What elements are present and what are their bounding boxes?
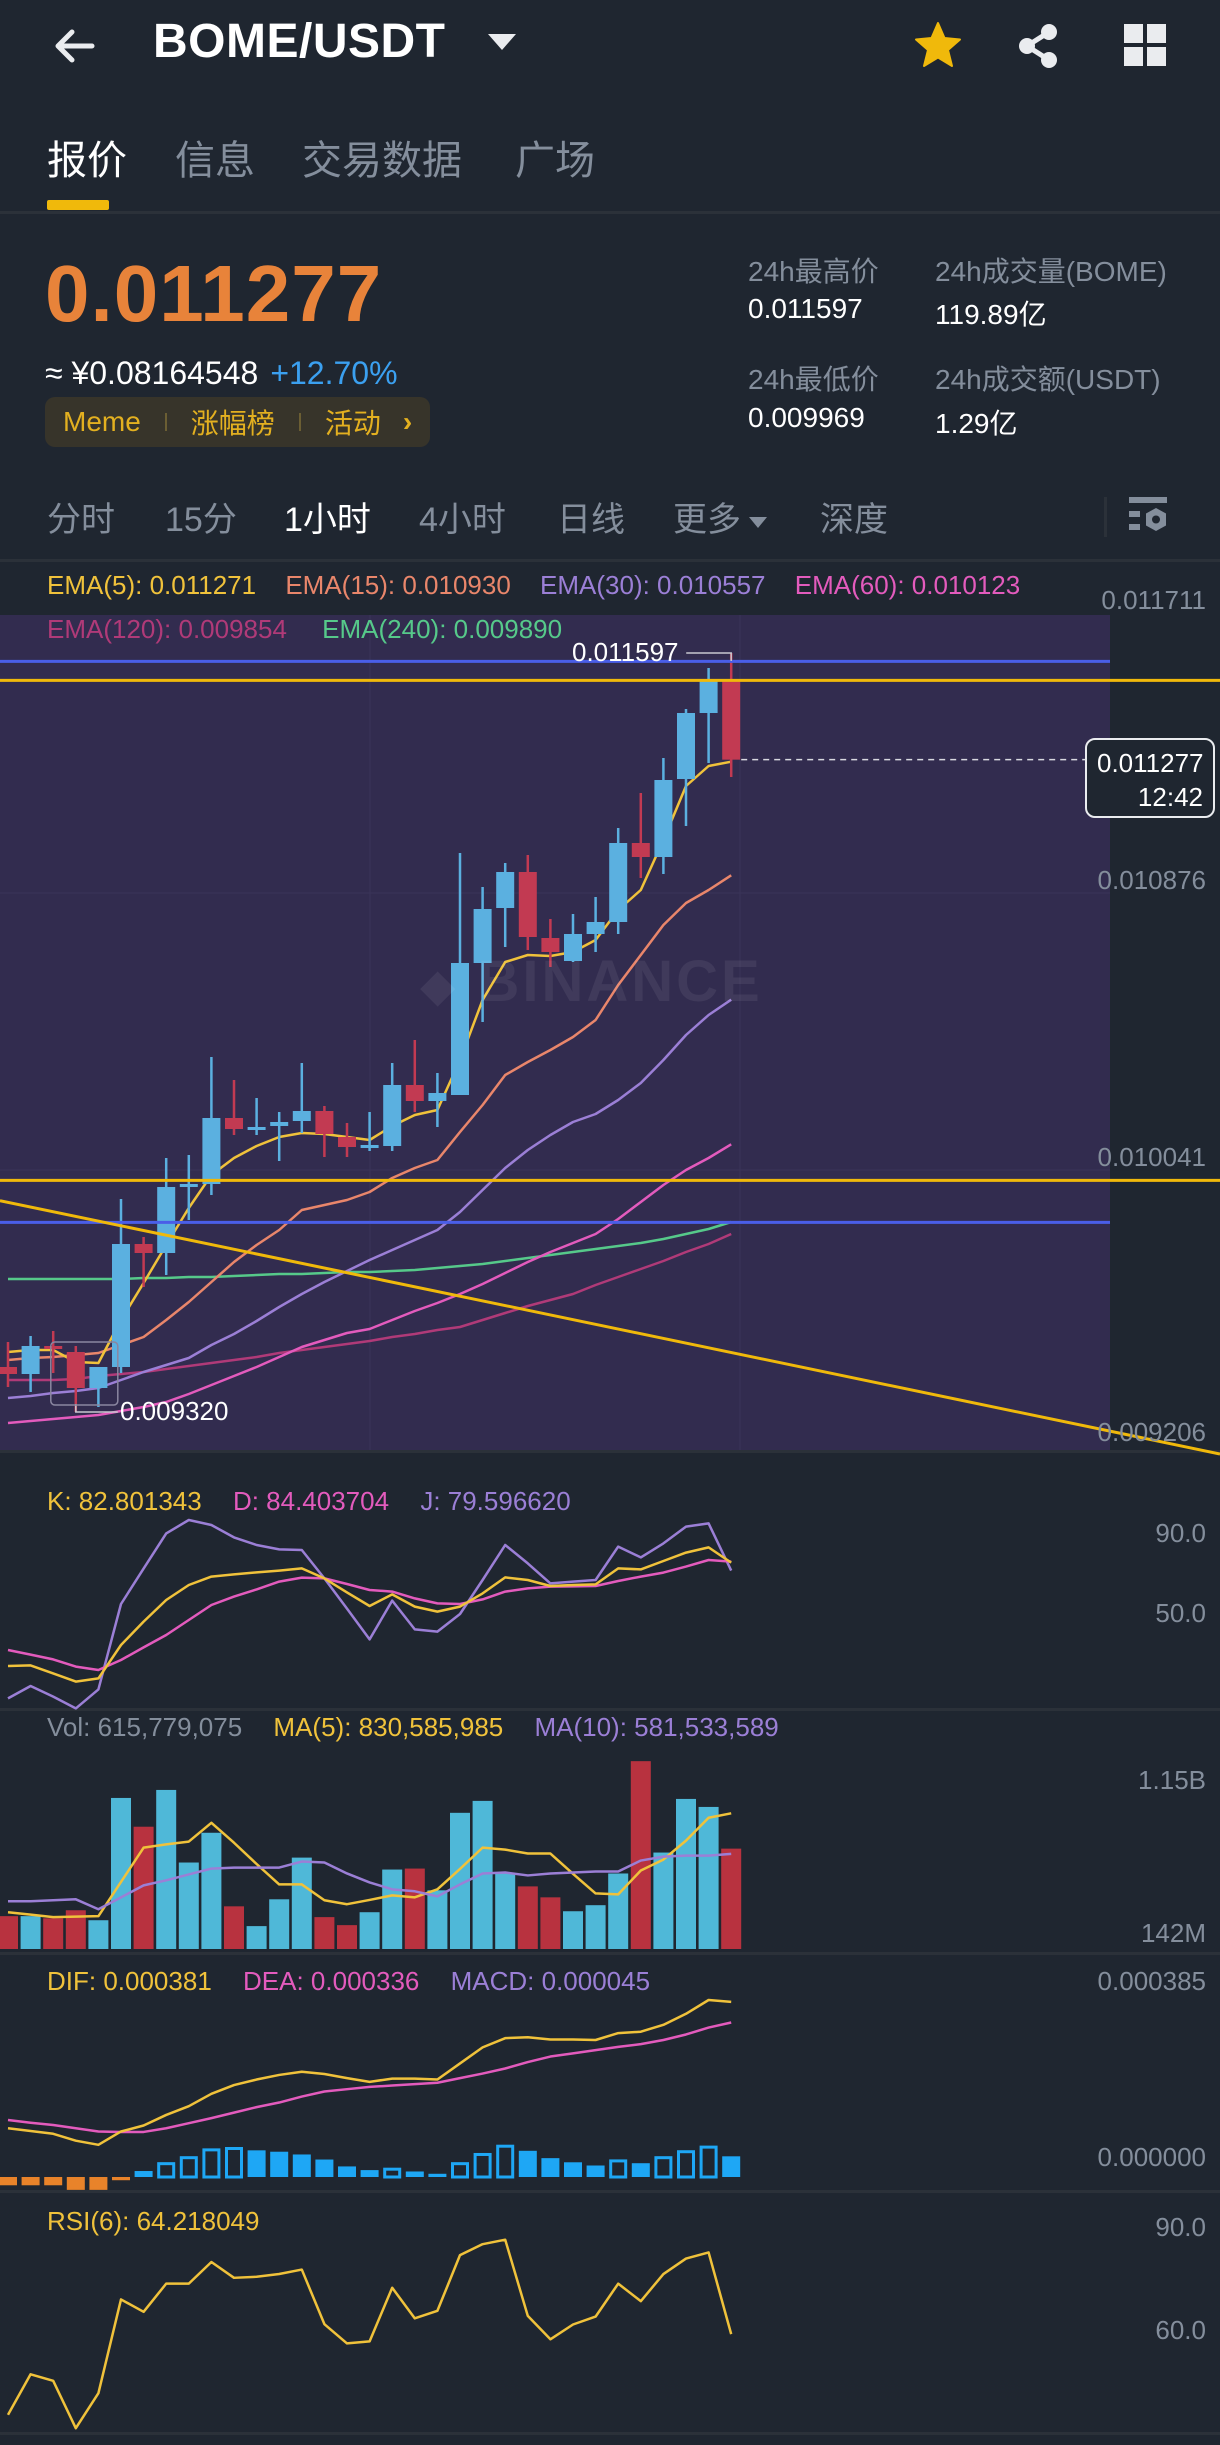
macd-axis-label: 0.000385 (1097, 1966, 1206, 1996)
interval-divider-line (0, 559, 1220, 562)
volume-legend: Vol: 615,779,075 MA(5): 830,585,985 MA(1… (47, 1712, 779, 1743)
kdj-d-label: D: 84.403704 (232, 1486, 390, 1516)
ema60-label: EMA(60): 0.010123 (794, 570, 1021, 600)
rsi-axis-label: 90.0 (1155, 2212, 1206, 2242)
price-axis-label: 0.011711 (1101, 585, 1206, 615)
macd-axis-label: 0.000000 (1097, 2142, 1206, 2172)
tab-quote[interactable]: 报价 (47, 139, 127, 183)
active-tab-indicator (47, 200, 109, 210)
ema30-label: EMA(30): 0.010557 (540, 570, 766, 600)
macd-dif-label: DIF: 0.000381 (47, 1966, 212, 1996)
interval-15m[interactable]: 15分 (165, 501, 237, 539)
high-price-marker: 0.011597 (572, 637, 679, 667)
interval-1d[interactable]: 日线 (557, 501, 625, 539)
tab-square[interactable]: 广场 (515, 139, 595, 183)
ema5-label: EMA(5): 0.011271 (47, 570, 257, 600)
binance-watermark: ◆ BINANCE (420, 948, 763, 1015)
ema-legend-row1: EMA(5): 0.011271 EMA(15): 0.010930 EMA(3… (47, 570, 1020, 601)
interval-4h[interactable]: 4小时 (419, 501, 506, 539)
current-price-tag[interactable]: 0.011277 12:42 (1085, 738, 1215, 818)
tabs-divider (0, 211, 1220, 214)
tag-separator (164, 413, 167, 431)
tag-gainers[interactable]: 涨幅榜 (190, 408, 275, 439)
macd-dea-label: DEA: 0.000336 (243, 1966, 420, 1996)
depth-tab[interactable]: 深度 (820, 501, 888, 539)
tab-trading-data[interactable]: 交易数据 (302, 139, 462, 183)
volume-base-value: 119.89亿 (935, 299, 1047, 330)
volume-base-label: 24h成交量(BOME) (935, 256, 1167, 287)
low-price-marker: 0.009320 (120, 1396, 229, 1426)
tag-activity[interactable]: 活动 (324, 408, 381, 439)
macd-value-label: MACD: 0.000045 (450, 1966, 651, 1996)
back-arrow-icon[interactable] (50, 26, 98, 66)
last-price: 0.011277 (45, 249, 383, 338)
rsi-label: RSI(6): 64.218049 (47, 2206, 260, 2236)
pair-title[interactable]: BOME/USDT (153, 15, 446, 68)
rsi-axis-label: 60.0 (1155, 2315, 1206, 2345)
high-24h-value: 0.011597 (748, 293, 863, 324)
kdj-axis-label: 50.0 (1155, 1598, 1206, 1628)
fiat-price: ≈ ¥0.08164548 (45, 355, 259, 391)
volume-ma10-label: MA(10): 581,533,589 (534, 1712, 779, 1742)
volume-ma5-label: MA(5): 830,585,985 (273, 1712, 504, 1742)
ema240-label: EMA(240): 0.009890 (322, 614, 563, 644)
high-24h-label: 24h最高价 (748, 256, 879, 287)
macd-legend: DIF: 0.000381 DEA: 0.000336 MACD: 0.0000… (47, 1966, 650, 1997)
low-24h-label: 24h最低价 (748, 364, 879, 395)
price-axis-label: 0.009206 (1097, 1417, 1206, 1447)
interval-line[interactable]: 分时 (47, 501, 115, 539)
tag-meme[interactable]: Meme (63, 406, 141, 437)
volume-axis-label: 1.15B (1138, 1765, 1206, 1795)
interval-more-label: 更多 (673, 501, 741, 539)
interval-1h[interactable]: 1小时 (284, 501, 371, 539)
tag-separator (298, 413, 301, 431)
candle-countdown: 12:42 (1137, 782, 1203, 812)
volume-quote-label: 24h成交额(USDT) (935, 364, 1161, 395)
chevron-down-icon (749, 516, 767, 528)
binance-logo-icon: ◆ (420, 959, 459, 1011)
kdj-k-label: K: 82.801343 (47, 1486, 202, 1516)
watermark-text: BINANCE (477, 949, 763, 1014)
tab-info[interactable]: 信息 (175, 139, 255, 183)
kdj-axis-label: 90.0 (1155, 1518, 1206, 1548)
chevron-right-icon: › (402, 406, 413, 437)
interval-more[interactable]: 更多 (673, 492, 767, 541)
price-axis-label: 0.010041 (1097, 1142, 1206, 1172)
ema120-label: EMA(120): 0.009854 (47, 614, 287, 644)
volume-axis-label: 142M (1140, 1918, 1206, 1948)
favorite-star-icon[interactable] (912, 20, 964, 70)
ema-legend-row2: EMA(120): 0.009854 EMA(240): 0.009890 (47, 614, 562, 645)
low-24h-value: 0.009969 (748, 402, 865, 433)
kdj-legend: K: 82.801343 D: 84.403704 J: 79.596620 (47, 1486, 571, 1517)
top-bar: BOME/USDT (0, 0, 1220, 95)
dropdown-caret-icon[interactable] (488, 34, 516, 50)
price-axis-label: 0.010876 (1097, 865, 1206, 895)
current-price-value: 0.011277 (1097, 748, 1204, 778)
rsi-legend: RSI(6): 64.218049 (47, 2206, 259, 2237)
ema15-label: EMA(15): 0.010930 (285, 570, 511, 600)
grid-menu-icon[interactable] (1122, 22, 1168, 68)
volume-label: Vol: 615,779,075 (47, 1712, 243, 1742)
fiat-price-row: ≈ ¥0.08164548 +12.70% (45, 355, 398, 392)
chart-settings-icon[interactable] (1127, 495, 1171, 537)
price-change-percent: +12.70% (270, 355, 398, 391)
volume-quote-value: 1.29亿 (935, 408, 1018, 439)
share-icon[interactable] (1015, 22, 1063, 70)
interval-divider (1104, 497, 1107, 537)
tags-pill[interactable]: Meme 涨幅榜 活动 › (45, 397, 431, 447)
kdj-j-label: J: 79.596620 (420, 1486, 571, 1516)
